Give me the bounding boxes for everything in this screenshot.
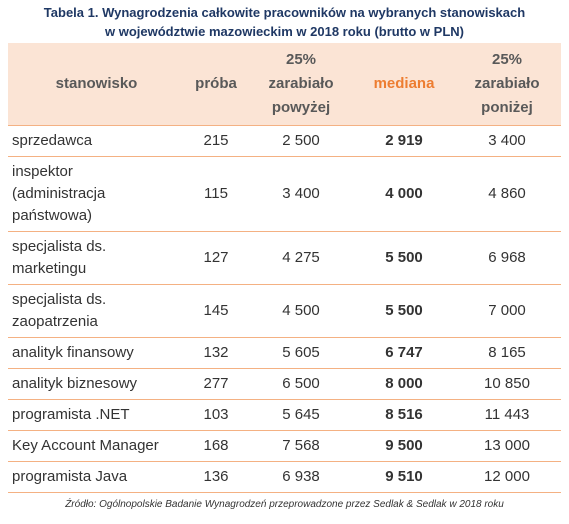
job-cell: specjalista ds. zaopatrzenia (8, 284, 185, 338)
job-cell: sprzedawca (8, 125, 185, 157)
header-cell: stanowisko (8, 43, 185, 126)
job-line: analityk biznesowy (12, 375, 138, 392)
value-cell: 8 000 (355, 368, 453, 400)
value-cell: 145 (185, 284, 247, 338)
header-row: stanowisko próba 25% zarabiało powyżej median… (8, 43, 561, 126)
value-cell: 7 568 (247, 430, 355, 462)
table: stanowisko próba 25% zarabiało powyżej median… (8, 43, 561, 493)
job-line: inspektor (12, 163, 73, 180)
value-cell: 9 500 (355, 430, 453, 462)
value-cell: 6 500 (247, 368, 355, 400)
header-line: zarabiało (474, 75, 540, 92)
value-cell: 2 919 (355, 125, 453, 157)
value-cell: 132 (185, 337, 247, 369)
value-cell: 8 165 (453, 337, 561, 369)
job-line: programista Java (12, 468, 128, 485)
value-cell: 168 (185, 430, 247, 462)
table-row: programista Java 136 6 938 9 510 12 000 (8, 461, 561, 493)
value-cell: 13 000 (453, 430, 561, 462)
value-cell: 5 500 (355, 231, 453, 285)
value-cell: 127 (185, 231, 247, 285)
table-row: analityk finansowy 132 5 605 6 747 8 165 (8, 337, 561, 369)
value-cell: 3 400 (247, 156, 355, 232)
value-cell: 6 938 (247, 461, 355, 493)
value-cell: 4 000 (355, 156, 453, 232)
job-cell: inspektor (administracja państwowa) (8, 156, 185, 232)
job-line: zaopatrzenia (12, 313, 98, 330)
header-line: zarabiało (268, 75, 334, 92)
title-line: Tabela 1. Wynagrodzenia całkowite pracow… (43, 5, 526, 20)
header-line: mediana (373, 75, 435, 92)
job-line: sprzedawca (12, 132, 93, 149)
value-cell: 7 000 (453, 284, 561, 338)
job-cell: programista .NET (8, 399, 185, 431)
value-cell: 12 000 (453, 461, 561, 493)
table-row: sprzedawca 215 2 500 2 919 3 400 (8, 125, 561, 157)
table-row: specjalista ds. marketingu 127 4 275 5 500 6 … (8, 231, 561, 285)
table-row: analityk biznesowy 277 6 500 8 000 10 850 (8, 368, 561, 400)
title-line: w województwie mazowieckim w 2018 roku (… (104, 24, 464, 39)
job-cell: specjalista ds. marketingu (8, 231, 185, 285)
value-cell: 215 (185, 125, 247, 157)
value-cell: 11 443 (453, 399, 561, 431)
job-line: Key Account Manager (12, 437, 159, 454)
value-cell: 6 747 (355, 337, 453, 369)
header-line: poniżej (481, 99, 533, 116)
value-cell: 103 (185, 399, 247, 431)
table-row: programista .NET 103 5 645 8 516 11 443 (8, 399, 561, 431)
value-cell: 115 (185, 156, 247, 232)
job-line: specjalista ds. (12, 291, 107, 308)
title: Tabela 1. Wynagrodzenia całkowite pracow… (0, 0, 569, 43)
value-cell: 2 500 (247, 125, 355, 157)
header-line: powyżej (271, 99, 331, 116)
header-line: 25% (285, 51, 317, 68)
table-row: inspektor (administracja państwowa) 115 3 40… (8, 156, 561, 232)
header-cell: próba (185, 43, 247, 126)
job-cell: analityk finansowy (8, 337, 185, 369)
table-row: specjalista ds. zaopatrzenia 145 4 500 5 500… (8, 284, 561, 338)
value-cell: 4 500 (247, 284, 355, 338)
value-cell: 4 860 (453, 156, 561, 232)
value-cell: 136 (185, 461, 247, 493)
value-cell: 5 500 (355, 284, 453, 338)
source-note: Źródło: Ogólnopolskie Badanie Wynagrodze… (65, 499, 504, 510)
value-cell: 10 850 (453, 368, 561, 400)
header-cell: 25% zarabiało powyżej (247, 43, 355, 126)
job-line: specjalista ds. (12, 238, 107, 255)
value-cell: 5 605 (247, 337, 355, 369)
table-body: sprzedawca 215 2 500 2 919 3 400 inspektor (ad… (8, 125, 561, 493)
value-cell: 6 968 (453, 231, 561, 285)
value-cell: 4 275 (247, 231, 355, 285)
value-cell: 8 516 (355, 399, 453, 431)
header-line: stanowisko (55, 75, 138, 92)
value-cell: 277 (185, 368, 247, 400)
job-line: państwowa) (12, 207, 93, 224)
header-cell: mediana (355, 43, 453, 126)
job-line: (administracja (12, 185, 106, 202)
job-cell: programista Java (8, 461, 185, 493)
value-cell: 9 510 (355, 461, 453, 493)
value-cell: 5 645 (247, 399, 355, 431)
job-cell: analityk biznesowy (8, 368, 185, 400)
job-line: marketingu (12, 260, 87, 277)
job-line: programista .NET (12, 406, 130, 423)
job-line: analityk finansowy (12, 344, 134, 361)
header-line: 25% (491, 51, 523, 68)
header-cell: 25% zarabiało poniżej (453, 43, 561, 126)
header-line: próba (195, 75, 237, 92)
table-row: Key Account Manager 168 7 568 9 500 13 000 (8, 430, 561, 462)
job-cell: Key Account Manager (8, 430, 185, 462)
value-cell: 3 400 (453, 125, 561, 157)
